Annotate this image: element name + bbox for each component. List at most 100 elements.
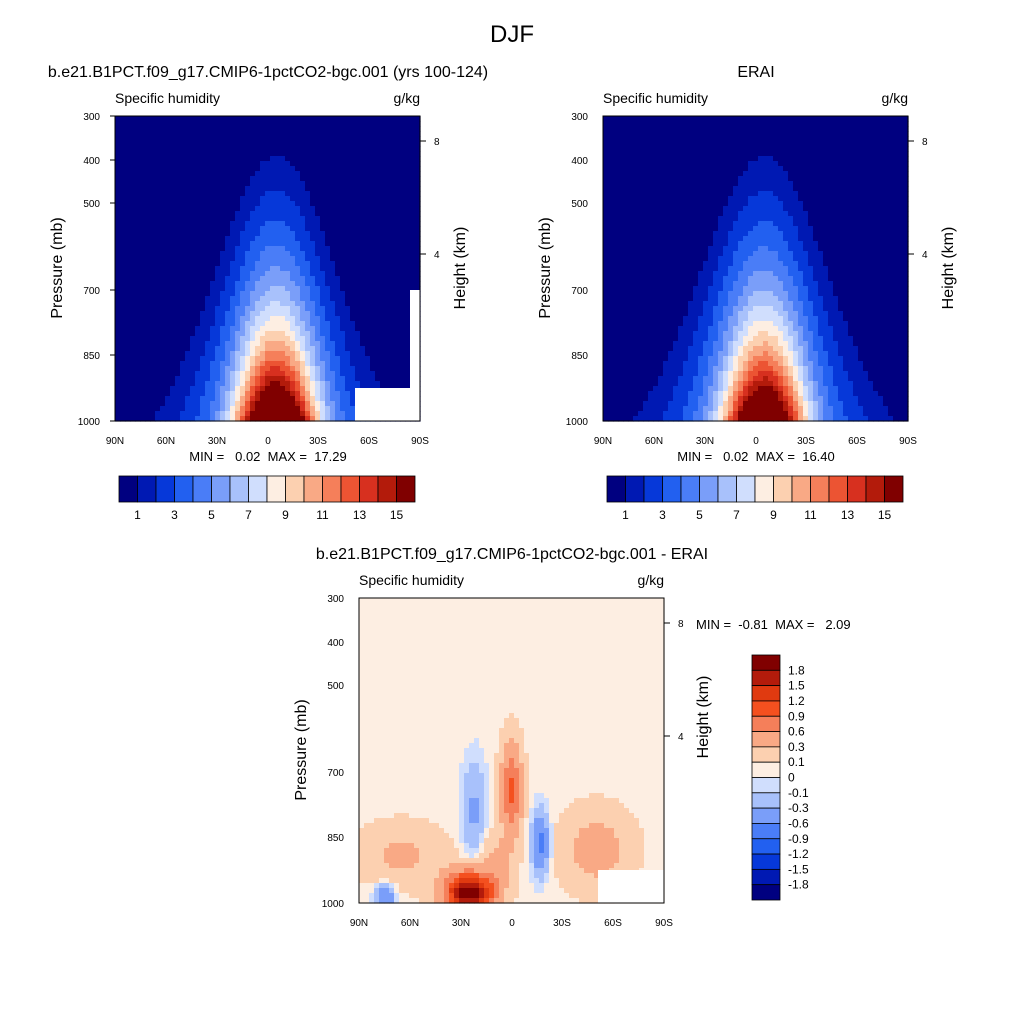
contour-cell xyxy=(345,326,351,332)
contour-cell xyxy=(185,161,191,167)
contour-cell xyxy=(763,196,769,202)
contour-cell xyxy=(290,366,296,372)
contour-cell xyxy=(345,116,351,122)
contour-cell xyxy=(310,241,316,247)
contour-cell xyxy=(375,291,381,297)
contour-cell xyxy=(195,176,201,182)
contour-cell xyxy=(305,216,311,222)
contour-cell xyxy=(305,346,311,352)
contour-cell xyxy=(255,356,261,362)
contour-cell xyxy=(325,296,331,302)
contour-cell xyxy=(310,356,316,362)
contour-cell xyxy=(250,351,256,357)
contour-cell xyxy=(150,121,156,127)
contour-cell xyxy=(175,336,181,342)
contour-cell xyxy=(220,116,226,122)
contour-cell xyxy=(265,366,271,372)
contour-cell xyxy=(270,271,276,277)
contour-cell xyxy=(195,151,201,157)
contour-cell xyxy=(125,311,131,317)
contour-cell xyxy=(130,381,136,387)
contour-cell xyxy=(275,231,281,237)
contour-cell xyxy=(703,131,709,137)
colorbar-swatch xyxy=(397,476,416,502)
contour-cell xyxy=(320,166,326,172)
contour-cell xyxy=(350,266,356,272)
contour-cell xyxy=(275,281,281,287)
contour-cell xyxy=(743,141,749,147)
contour-cell xyxy=(688,201,694,207)
contour-cell xyxy=(310,156,316,162)
contour-cell xyxy=(613,211,619,217)
contour-cell xyxy=(400,351,406,357)
contour-cell xyxy=(375,161,381,167)
contour-cell xyxy=(833,126,839,132)
contour-cell xyxy=(385,231,391,237)
contour-cell xyxy=(643,186,649,192)
contour-cell xyxy=(663,211,669,217)
contour-cell xyxy=(718,166,724,172)
contour-cell xyxy=(405,381,411,387)
contour-cell xyxy=(345,136,351,142)
contour-cell xyxy=(718,131,724,137)
contour-cell xyxy=(280,126,286,132)
contour-cell xyxy=(893,191,899,197)
contour-cell xyxy=(623,191,629,197)
contour-cell xyxy=(285,241,291,247)
contour-cell xyxy=(823,141,829,147)
contour-cell xyxy=(200,371,206,377)
contour-cell xyxy=(613,151,619,157)
contour-cell xyxy=(210,296,216,302)
contour-cell xyxy=(150,366,156,372)
contour-cell xyxy=(220,236,226,242)
contour-cell xyxy=(225,386,231,392)
contour-cell xyxy=(305,281,311,287)
contour-cell xyxy=(350,171,356,177)
contour-cell xyxy=(280,261,286,267)
contour-cell xyxy=(873,131,879,137)
contour-cell xyxy=(130,281,136,287)
contour-cell xyxy=(145,121,151,127)
contour-cell xyxy=(400,251,406,257)
contour-cell xyxy=(310,246,316,252)
contour-cell xyxy=(365,246,371,252)
contour-cell xyxy=(240,216,246,222)
contour-cell xyxy=(613,201,619,207)
contour-cell xyxy=(280,161,286,167)
contour-cell xyxy=(270,221,276,227)
contour-cell xyxy=(390,186,396,192)
contour-cell xyxy=(708,191,714,197)
contour-cell xyxy=(345,206,351,212)
contour-cell xyxy=(205,246,211,252)
contour-cell xyxy=(763,131,769,137)
contour-cell xyxy=(410,266,416,272)
contour-cell xyxy=(380,176,386,182)
contour-cell xyxy=(310,306,316,312)
contour-cell xyxy=(623,181,629,187)
contour-cell xyxy=(400,376,406,382)
contour-cell xyxy=(190,151,196,157)
contour-cell xyxy=(140,251,146,257)
contour-cell xyxy=(320,131,326,137)
contour-cell xyxy=(748,156,754,162)
contour-cell xyxy=(180,236,186,242)
contour-cell xyxy=(240,376,246,382)
contour-cell xyxy=(125,356,131,362)
contour-cell xyxy=(763,141,769,147)
contour-cell xyxy=(250,166,256,172)
contour-cell xyxy=(205,276,211,282)
contour-cell xyxy=(285,341,291,347)
contour-cell xyxy=(200,121,206,127)
contour-cell xyxy=(150,201,156,207)
contour-cell xyxy=(340,261,346,267)
contour-cell xyxy=(355,346,361,352)
contour-cell xyxy=(743,126,749,132)
contour-cell xyxy=(375,116,381,122)
contour-cell xyxy=(345,411,351,417)
contour-cell xyxy=(165,156,171,162)
contour-cell xyxy=(215,211,221,217)
contour-cell xyxy=(888,156,894,162)
contour-cell xyxy=(245,196,251,202)
contour-cell xyxy=(210,276,216,282)
contour-cell xyxy=(360,291,366,297)
